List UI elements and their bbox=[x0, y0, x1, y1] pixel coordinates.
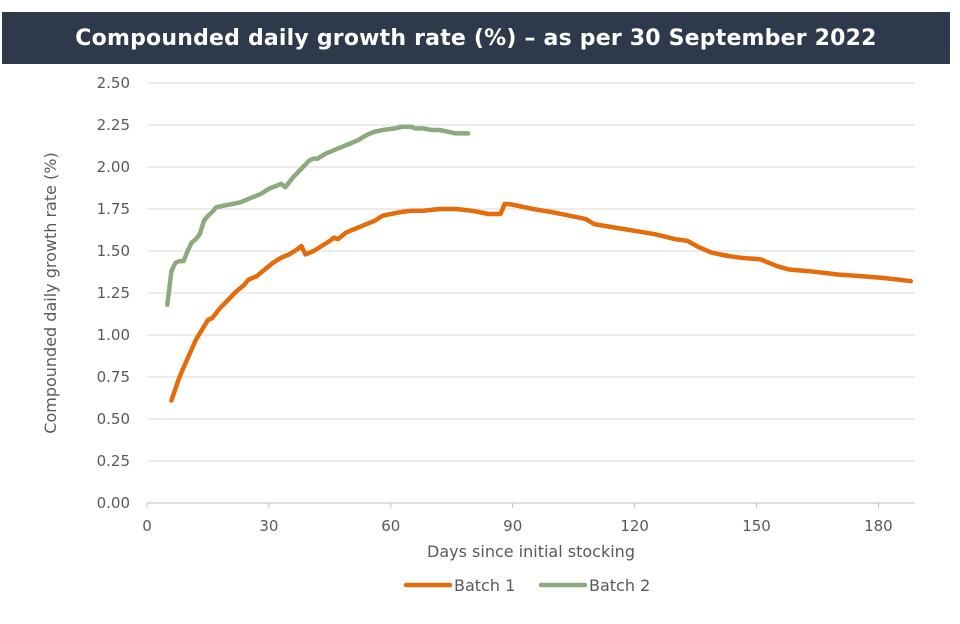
x-tick-label: 90 bbox=[503, 517, 522, 535]
y-tick-label: 2.00 bbox=[97, 158, 130, 176]
series-lines bbox=[165, 124, 914, 403]
series-line-batch-1 bbox=[169, 201, 914, 403]
chart-title-bar: Compounded daily growth rate (%) – as pe… bbox=[2, 12, 950, 64]
y-tick-label: 1.75 bbox=[97, 200, 130, 218]
y-tick-label: 0.25 bbox=[97, 452, 130, 470]
x-tick-label: 180 bbox=[864, 517, 893, 535]
y-tick-label: 0.50 bbox=[97, 410, 130, 428]
gridlines bbox=[146, 82, 915, 508]
x-tick-label: 60 bbox=[381, 517, 400, 535]
x-axis-label: Days since initial stocking bbox=[427, 542, 635, 561]
series-line-batch-2 bbox=[165, 124, 471, 308]
x-tick-label: 150 bbox=[742, 517, 771, 535]
legend-label-batch-2: Batch 2 bbox=[589, 576, 650, 595]
y-axis-label: Compounded daily growth rate (%) bbox=[41, 152, 60, 433]
y-tick-label: 1.50 bbox=[97, 242, 130, 260]
legend-label-batch-1: Batch 1 bbox=[454, 576, 515, 595]
legend: Batch 1 Batch 2 bbox=[403, 576, 650, 595]
y-tick-label: 2.25 bbox=[97, 116, 130, 134]
y-tick-label: 2.50 bbox=[97, 74, 130, 92]
x-tick-label: 30 bbox=[259, 517, 278, 535]
chart-title: Compounded daily growth rate (%) – as pe… bbox=[75, 25, 877, 51]
y-tick-label: 0.00 bbox=[97, 494, 130, 512]
x-tick-label: 120 bbox=[620, 517, 649, 535]
tick-labels: 0.00 0.25 0.50 0.75 1.00 1.25 1.50 1.75 2.00 2.25… bbox=[97, 74, 893, 535]
x-tick-label: 0 bbox=[142, 517, 152, 535]
y-tick-label: 0.75 bbox=[97, 368, 130, 386]
y-tick-label: 1.00 bbox=[97, 326, 130, 344]
y-tick-label: 1.25 bbox=[97, 284, 130, 302]
